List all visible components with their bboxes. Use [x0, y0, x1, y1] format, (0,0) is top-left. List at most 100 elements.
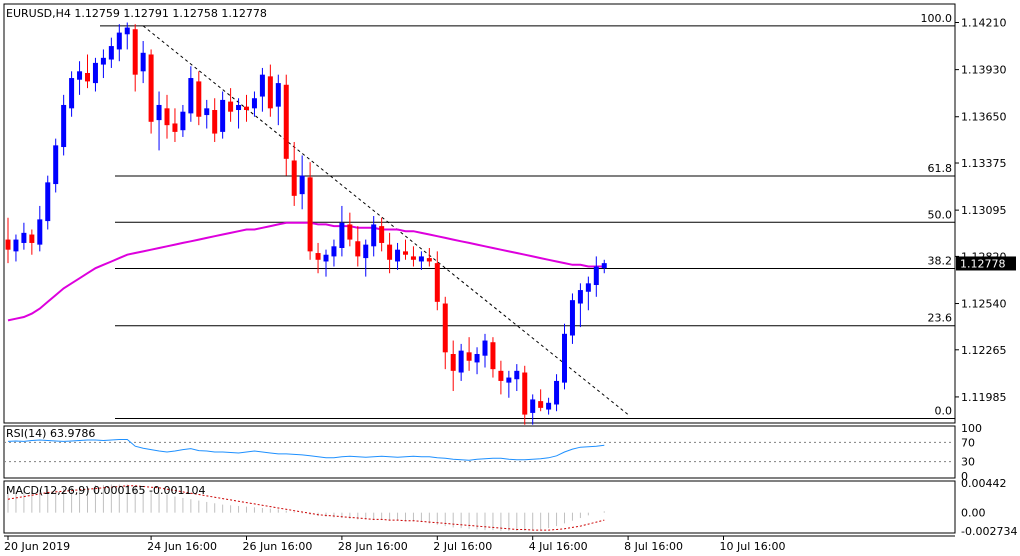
candle[interactable] [434, 251, 440, 311]
candle[interactable] [244, 94, 249, 122]
candle-body [395, 249, 401, 262]
candle[interactable] [371, 216, 377, 257]
candle[interactable] [172, 108, 178, 142]
candle[interactable] [77, 61, 83, 95]
candle[interactable] [601, 259, 607, 274]
candle-body [371, 224, 377, 247]
candle[interactable] [307, 162, 313, 260]
candle[interactable] [530, 394, 536, 425]
candle[interactable] [593, 256, 599, 297]
candle[interactable] [228, 88, 234, 122]
candle[interactable] [347, 212, 353, 247]
candle[interactable] [474, 347, 480, 375]
candle[interactable] [108, 37, 114, 68]
candle-body [450, 354, 456, 371]
candle[interactable] [140, 41, 146, 84]
candle[interactable] [569, 293, 575, 344]
candle[interactable] [29, 229, 35, 255]
candle[interactable] [554, 374, 560, 412]
candle[interactable] [426, 247, 432, 267]
candle[interactable] [100, 49, 106, 79]
candle[interactable] [355, 226, 361, 267]
candle[interactable] [267, 64, 273, 117]
candle[interactable] [61, 94, 67, 156]
candle[interactable] [395, 242, 401, 270]
fibonacci-trend-line[interactable] [142, 25, 629, 415]
candle[interactable] [13, 234, 19, 262]
time-axis-label: 8 Jul 16:00 [624, 540, 683, 553]
candle-body [156, 104, 162, 121]
candle[interactable] [339, 205, 345, 257]
candle[interactable] [236, 98, 242, 129]
candle[interactable] [315, 242, 321, 274]
candle-body [458, 350, 464, 373]
last-price-tag [956, 256, 1016, 271]
candle[interactable] [116, 24, 122, 62]
candle[interactable] [92, 57, 98, 92]
candle[interactable] [283, 74, 289, 176]
candle[interactable] [188, 66, 194, 122]
candle[interactable] [196, 71, 202, 126]
rsi-axis-label: 100 [961, 422, 982, 435]
candle[interactable] [156, 91, 162, 151]
candle[interactable] [5, 217, 11, 264]
candle[interactable] [585, 276, 591, 311]
candle-body [164, 108, 170, 126]
candle[interactable] [363, 239, 369, 277]
candle[interactable] [506, 370, 512, 398]
candle[interactable] [132, 24, 138, 92]
candle-body [236, 104, 242, 111]
candle[interactable] [164, 94, 170, 139]
candle[interactable] [538, 389, 544, 412]
candle[interactable] [180, 104, 186, 137]
candle[interactable] [323, 249, 329, 277]
candle[interactable] [546, 397, 552, 415]
candle-body [331, 246, 337, 257]
candle[interactable] [259, 67, 265, 112]
candle[interactable] [85, 54, 90, 89]
candle[interactable] [450, 340, 456, 392]
candle-body [426, 258, 432, 262]
candle-body [53, 145, 59, 185]
candle[interactable] [45, 175, 51, 230]
candle[interactable] [410, 246, 416, 267]
candle[interactable] [251, 91, 257, 117]
candle[interactable] [204, 99, 210, 129]
candle[interactable] [69, 71, 75, 117]
candle[interactable] [275, 74, 281, 126]
candle[interactable] [379, 217, 385, 252]
candle-body [434, 263, 440, 302]
macd-pane[interactable]: 0.00442 0.00 -0.002734 [3, 477, 1017, 538]
candle-body [291, 160, 297, 196]
candle[interactable] [458, 343, 464, 381]
main-price-pane[interactable]: 1.142101.139301.136501.133751.130951.128… [3, 3, 1016, 425]
candle[interactable] [291, 141, 297, 206]
candle[interactable] [466, 337, 472, 371]
candle[interactable] [53, 138, 59, 193]
candle[interactable] [442, 296, 448, 370]
candle[interactable] [212, 98, 218, 142]
fibonacci-level-label: 50.0 [928, 208, 953, 221]
candle[interactable] [490, 337, 496, 378]
candle[interactable] [21, 222, 27, 250]
candle[interactable] [148, 49, 154, 134]
candle[interactable] [331, 239, 337, 267]
candle[interactable] [124, 22, 130, 50]
candle[interactable] [522, 365, 528, 425]
candle-body [410, 256, 416, 260]
candle[interactable] [403, 239, 408, 260]
candle[interactable] [299, 155, 305, 210]
candle[interactable] [418, 251, 424, 270]
candle[interactable] [562, 323, 567, 390]
candle[interactable] [514, 364, 520, 392]
candle[interactable] [482, 333, 488, 368]
candle[interactable] [387, 232, 393, 274]
candle[interactable] [498, 360, 504, 395]
candle[interactable] [577, 283, 583, 328]
candle[interactable] [220, 91, 226, 139]
macd-axis-label: 0.00 [961, 507, 986, 520]
candle[interactable] [37, 205, 43, 252]
